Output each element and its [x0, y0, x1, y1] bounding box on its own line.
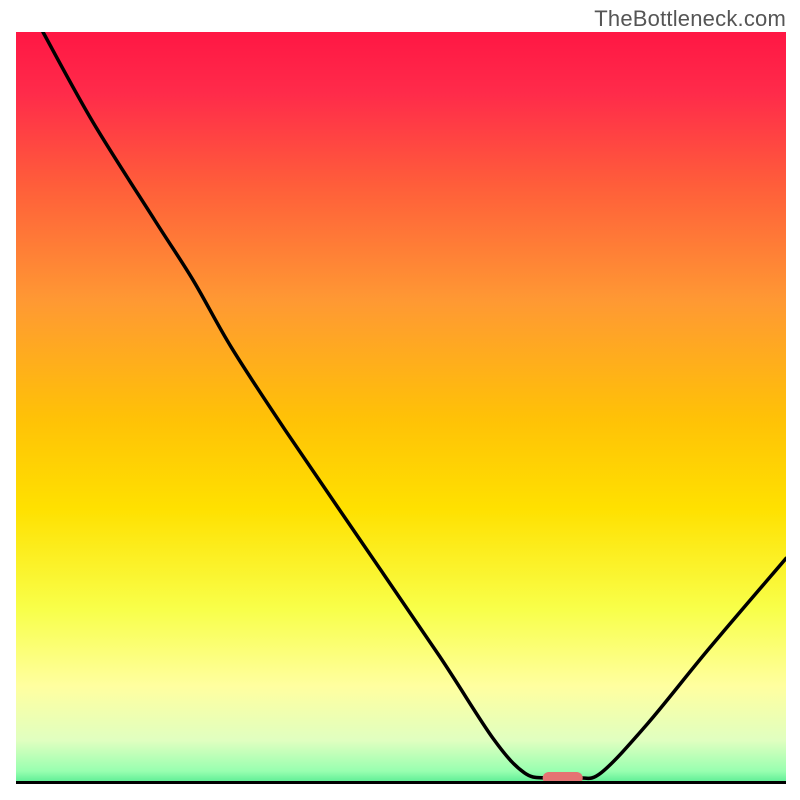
watermark-text: TheBottleneck.com: [594, 6, 786, 32]
optimum-marker-layer: [16, 32, 786, 784]
x-axis: [16, 781, 786, 784]
chart-container: TheBottleneck.com: [0, 0, 800, 800]
plot-area: [16, 32, 786, 784]
